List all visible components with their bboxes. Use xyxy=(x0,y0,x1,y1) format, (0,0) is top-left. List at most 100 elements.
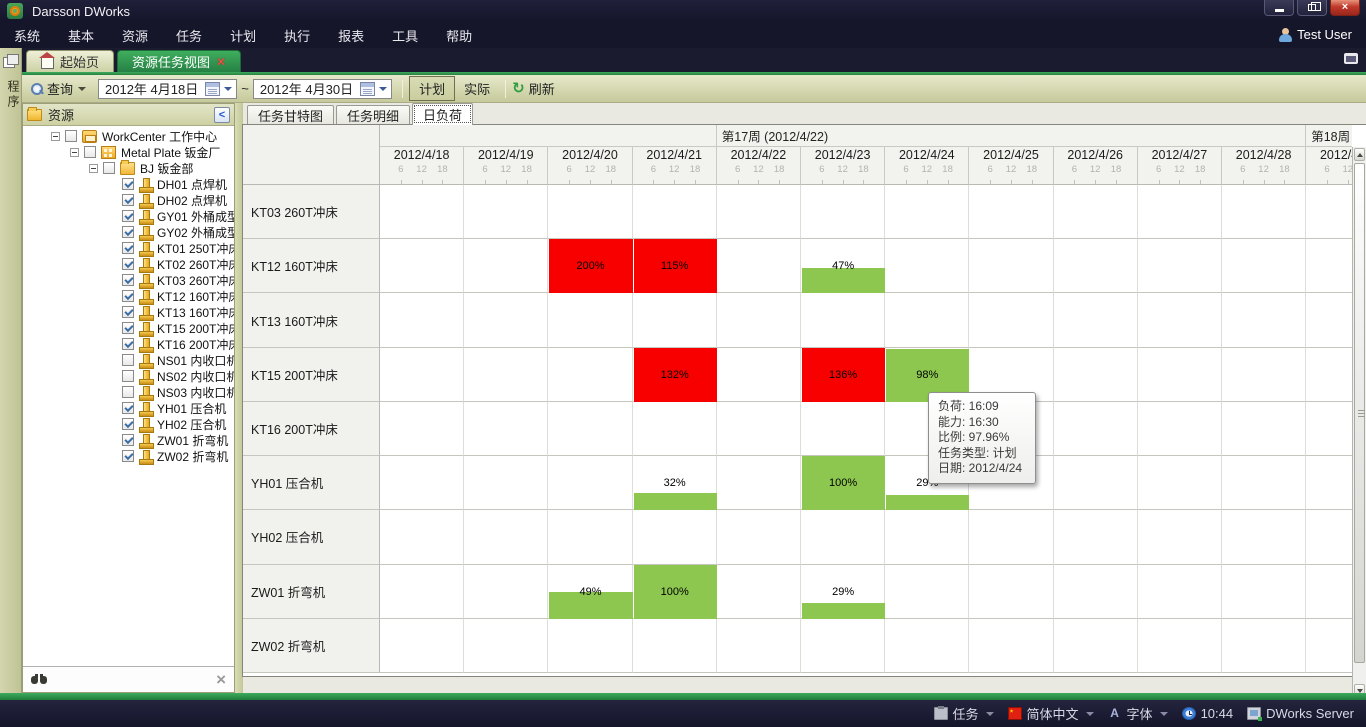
grid-cell[interactable] xyxy=(464,293,549,348)
tree-item[interactable]: GY01 外桶成型机 xyxy=(23,208,234,225)
tree-checkbox[interactable] xyxy=(122,178,134,190)
tree-checkbox[interactable] xyxy=(122,242,134,254)
calendar-dropdown-caret[interactable] xyxy=(224,86,233,91)
tree-item[interactable]: KT03 260T冲床 xyxy=(23,272,234,289)
grid-cell[interactable] xyxy=(548,618,633,673)
menu-item-2[interactable]: 基本 xyxy=(68,28,95,44)
grid-cell[interactable] xyxy=(1222,401,1307,457)
tree-item[interactable]: NS01 内收口机 xyxy=(23,352,234,369)
grid-cell[interactable] xyxy=(1306,348,1352,402)
tree-item[interactable]: DH01 点焊机 xyxy=(23,176,234,193)
actual-toggle-button[interactable]: 实际 xyxy=(464,82,491,97)
grid-cell[interactable] xyxy=(632,510,717,565)
tree-item[interactable]: KT01 250T冲床 xyxy=(23,240,234,257)
grid-cell[interactable] xyxy=(632,401,717,457)
query-button[interactable]: 查询 xyxy=(47,82,74,97)
grid-cell[interactable] xyxy=(632,293,717,348)
plan-toggle-button[interactable]: 计划 xyxy=(409,76,456,101)
status-item[interactable]: 简体中文 xyxy=(1007,704,1094,723)
grid-cell[interactable] xyxy=(716,456,801,511)
grid-cell[interactable] xyxy=(464,401,549,457)
tree-item[interactable]: KT13 160T冲床 xyxy=(23,304,234,321)
grid-cell[interactable] xyxy=(1137,618,1222,673)
grid-cell[interactable] xyxy=(801,510,886,565)
grid-cell[interactable] xyxy=(716,239,801,294)
menu-item-3[interactable]: 资源 xyxy=(122,28,149,44)
tree-item[interactable]: KT16 200T冲床 xyxy=(23,336,234,353)
date-to-input[interactable]: 2012年 4月30日 xyxy=(252,78,393,99)
grid-cell[interactable] xyxy=(1137,185,1222,240)
grid-cell[interactable] xyxy=(464,185,549,240)
grid-cell[interactable] xyxy=(464,239,549,294)
tree-checkbox[interactable] xyxy=(122,370,134,382)
tree-item[interactable]: DH02 点焊机 xyxy=(23,192,234,209)
status-item[interactable]: A 字体 xyxy=(1108,704,1168,723)
grid-cell[interactable] xyxy=(1137,347,1222,402)
grid-cell[interactable] xyxy=(885,239,970,294)
status-item[interactable]: 任务 xyxy=(933,704,994,723)
collapsed-panel-strip[interactable]: 程序 xyxy=(0,48,22,693)
grid-cell[interactable] xyxy=(1137,564,1222,619)
tree-checkbox[interactable] xyxy=(122,386,134,398)
new-window-icon[interactable] xyxy=(1344,53,1358,64)
grid-cell[interactable] xyxy=(716,510,801,565)
doc-tab[interactable]: 资源任务视图 ✕ xyxy=(117,50,242,72)
scroll-up-button[interactable] xyxy=(1354,148,1365,161)
grid-cell[interactable] xyxy=(969,618,1054,673)
menu-item-7[interactable]: 报表 xyxy=(338,28,365,44)
tree-checkbox[interactable] xyxy=(84,146,96,158)
grid-cell[interactable] xyxy=(716,564,801,619)
grid-cell[interactable] xyxy=(969,293,1054,348)
grid-cell[interactable] xyxy=(716,347,801,402)
expander-minus-icon[interactable] xyxy=(51,131,60,141)
tree-item[interactable]: KT02 260T冲床 xyxy=(23,256,234,273)
grid-cell[interactable] xyxy=(969,239,1054,294)
grid-cell[interactable] xyxy=(1053,347,1138,402)
calendar-dropdown-caret[interactable] xyxy=(379,86,388,91)
grid-cell[interactable] xyxy=(380,401,465,457)
grid-cell[interactable] xyxy=(885,618,970,673)
grid-cell[interactable] xyxy=(1137,293,1222,348)
grid-cell[interactable] xyxy=(969,185,1054,240)
grid-cell[interactable] xyxy=(716,401,801,457)
tree-checkbox[interactable] xyxy=(122,402,134,414)
tree-item[interactable]: YH01 压合机 xyxy=(23,400,234,417)
grid-cell[interactable] xyxy=(1306,510,1352,565)
grid-cell[interactable] xyxy=(380,456,465,511)
grid-cell[interactable] xyxy=(1053,618,1138,673)
grid-cell[interactable] xyxy=(464,347,549,402)
grid-cell[interactable] xyxy=(548,347,633,402)
find-close-icon[interactable]: × xyxy=(216,670,226,689)
calendar-icon[interactable] xyxy=(205,81,221,96)
status-item[interactable]: 10:44 xyxy=(1181,706,1233,721)
restore-button[interactable] xyxy=(1297,0,1327,16)
menu-item-1[interactable]: 系统 xyxy=(14,28,41,44)
grid-cell[interactable] xyxy=(1306,456,1352,511)
grid-cell[interactable] xyxy=(380,293,465,348)
minimize-button[interactable] xyxy=(1264,0,1294,16)
tree-item[interactable]: BJ 钣金部 xyxy=(23,159,234,176)
load-bar[interactable] xyxy=(633,239,717,294)
tree-checkbox[interactable] xyxy=(122,290,134,302)
grid-cell[interactable] xyxy=(969,456,1054,511)
grid-cell[interactable] xyxy=(969,564,1054,619)
grid-cell[interactable] xyxy=(801,293,886,348)
tree-checkbox[interactable] xyxy=(122,258,134,270)
grid-cell[interactable] xyxy=(1306,293,1352,348)
grid-cell[interactable] xyxy=(885,185,970,240)
view-tab[interactable]: 任务甘特图 xyxy=(247,105,335,125)
tree-item[interactable]: ZW02 折弯机 xyxy=(23,448,234,465)
grid-cell[interactable] xyxy=(1137,456,1222,511)
grid-cell[interactable] xyxy=(548,510,633,565)
load-bar[interactable] xyxy=(802,603,886,619)
grid-cell[interactable] xyxy=(716,293,801,348)
grid-cell[interactable] xyxy=(1306,239,1352,294)
grid-cell[interactable] xyxy=(1306,402,1352,457)
tree-checkbox[interactable] xyxy=(122,322,134,334)
grid-cell[interactable] xyxy=(1222,456,1307,511)
calendar-icon[interactable] xyxy=(360,81,376,96)
grid-cell[interactable] xyxy=(632,185,717,240)
grid-cell[interactable] xyxy=(380,185,465,240)
tree-item[interactable]: NS02 内收口机 xyxy=(23,368,234,385)
status-item[interactable]: DWorks Server xyxy=(1247,706,1354,721)
